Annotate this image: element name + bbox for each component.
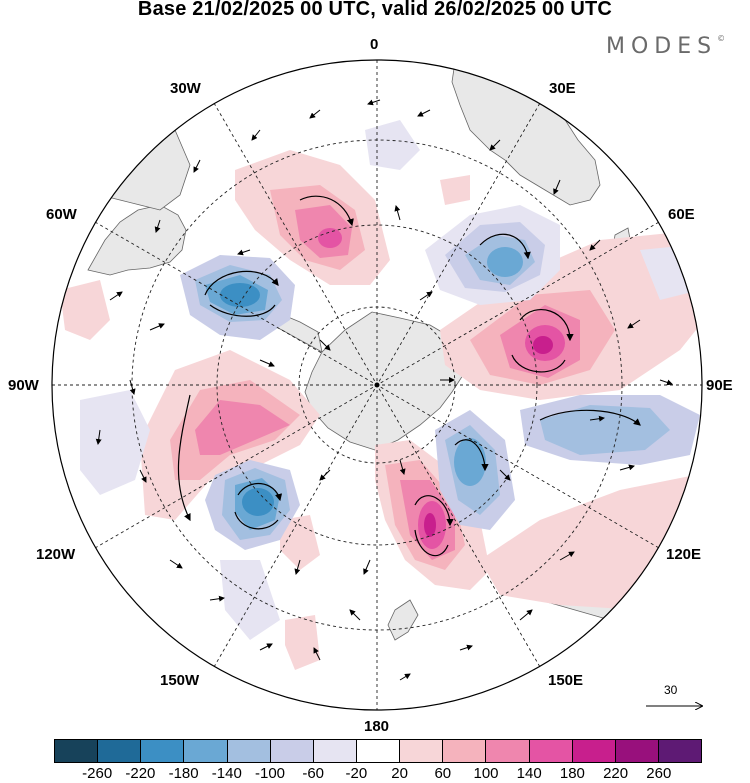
colorbar: [54, 739, 702, 763]
lon-label-30w: 30W: [170, 80, 201, 97]
lon-label-30e: 30E: [549, 80, 576, 97]
colorbar-swatch: [400, 740, 444, 762]
colorbar-tick-label: 20: [391, 765, 408, 782]
lon-label-150e: 150E: [548, 672, 584, 689]
colorbar-tick-label: 220: [603, 765, 629, 782]
lon-label-180: 180: [364, 718, 390, 735]
colorbar-swatch: [615, 740, 659, 762]
colorbar-swatch: [270, 740, 314, 762]
colorbar-swatch: [356, 740, 401, 762]
colorbar-tick-label: -140: [211, 765, 242, 782]
colorbar-swatch: [572, 740, 616, 762]
colorbar-tick-label: -20: [345, 765, 368, 782]
colorbar-tick-label: -260: [82, 765, 113, 782]
south-pole-marker: [374, 382, 380, 388]
negative-anomalies: [80, 120, 700, 640]
colorbar-tick-label: -180: [168, 765, 199, 782]
colorbar-tick-label: -100: [254, 765, 286, 782]
lon-label-150w: 150W: [160, 672, 200, 689]
lon-label-90w: 90W: [8, 377, 39, 394]
land-antarctica: [304, 311, 469, 451]
lon-label-120e: 120E: [666, 546, 702, 563]
lon-label-120w: 120W: [36, 546, 76, 563]
colorbar-swatch: [529, 740, 573, 762]
colorbar-tick-label: 180: [559, 765, 585, 782]
colorbar-tick-label: 60: [434, 765, 452, 782]
reference-vector-label: 30: [664, 683, 678, 697]
brand-name: MODES: [606, 34, 718, 59]
lon-label-60w: 60W: [46, 206, 77, 223]
lon-label-0: 0: [370, 36, 379, 53]
colorbar-swatch: [98, 740, 142, 762]
land-south-america: [87, 204, 187, 276]
map-boundary: [51, 59, 703, 711]
colorbar-tick-label: 100: [473, 765, 499, 782]
colorbar-swatch: [313, 740, 357, 762]
map-disc: [52, 60, 702, 710]
land-new-zealand: [387, 599, 419, 641]
colorbar-swatch: [227, 740, 271, 762]
colorbar-swatch: [141, 740, 185, 762]
brand-logo: MODES©: [606, 34, 725, 59]
map-title: Base 21/02/2025 00 UTC, valid 26/02/2025…: [137, 0, 613, 20]
wind-vectors: [95, 99, 673, 681]
lon-label-60e: 60E: [668, 206, 695, 223]
colorbar-tick-label: 140: [516, 765, 542, 782]
colorbar-tick-label: -60: [302, 765, 325, 782]
colorbar-swatch: [184, 740, 228, 762]
positive-anomalies: [60, 150, 702, 670]
colorbar-swatch: [486, 740, 530, 762]
colorbar-tick-label: -220: [125, 765, 156, 782]
colorbar-swatch: [443, 740, 487, 762]
lon-label-90e: 90E: [706, 377, 733, 394]
colorbar-swatch: [658, 740, 702, 762]
colorbar-swatch: [55, 740, 99, 762]
circulation-contours: [177, 195, 641, 557]
brand-mark: ©: [717, 34, 726, 43]
colorbar-tick-label: 260: [646, 765, 672, 782]
